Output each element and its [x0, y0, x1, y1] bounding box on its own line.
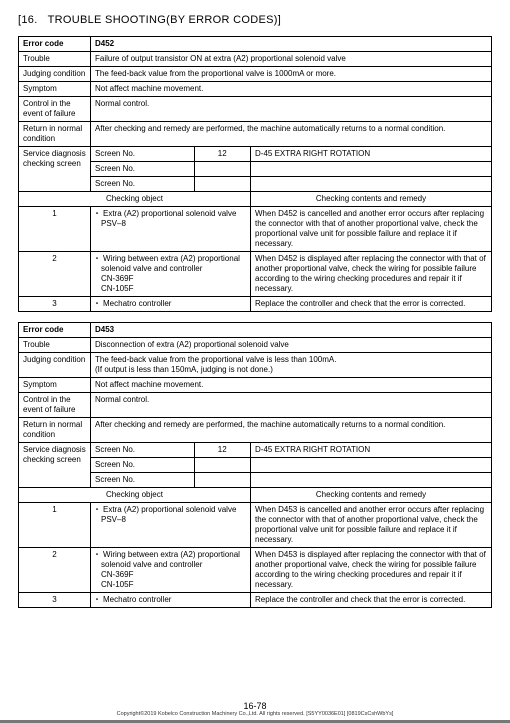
label-return: Return in normal condition: [19, 418, 91, 443]
empty-cell: [251, 162, 492, 177]
value-control: Normal control.: [91, 393, 492, 418]
label-screen-no: Screen No.: [91, 443, 195, 458]
page-footer: 16-78 Copyright©2019 Kobelco Constructio…: [0, 701, 510, 717]
label-control: Control in the event of failure: [19, 97, 91, 122]
empty-cell: [251, 177, 492, 192]
item-idx: 3: [19, 297, 91, 312]
section-title: TROUBLE SHOOTING(BY ERROR CODES): [48, 14, 278, 26]
value-judging: The feed-back value from the proportiona…: [91, 67, 492, 82]
empty-cell: [194, 177, 250, 192]
page-number: 16-78: [0, 701, 510, 711]
item-obj-line: Wiring between extra (A2) proportional s…: [101, 254, 240, 273]
hdr-checking-obj: Checking object: [19, 488, 251, 503]
empty-cell: [251, 458, 492, 473]
empty-cell: [194, 162, 250, 177]
label-screen-no: Screen No.: [91, 147, 195, 162]
value-screen-num: 12: [194, 443, 250, 458]
label-judging: Judging condition: [19, 353, 91, 378]
error-table-d452: Error code D452 Trouble Failure of outpu…: [18, 36, 492, 312]
item-obj-line: Wiring between extra (A2) proportional s…: [101, 550, 240, 569]
label-service: Service diagnosis checking screen: [19, 443, 91, 488]
item-obj-line: PSV–8: [101, 219, 126, 228]
value-return: After checking and remedy are performed,…: [91, 418, 492, 443]
section-num: 16.: [21, 14, 37, 26]
label-judging: Judging condition: [19, 67, 91, 82]
label-return: Return in normal condition: [19, 122, 91, 147]
item-obj-line: PSV–8: [101, 515, 126, 524]
item-obj-line: Mechatro controller: [103, 299, 171, 308]
label-screen-no: Screen No.: [91, 177, 195, 192]
label-control: Control in the event of failure: [19, 393, 91, 418]
empty-cell: [194, 473, 250, 488]
item-obj-line: CN-369F: [101, 570, 133, 579]
item-obj-line: Extra (A2) proportional solenoid valve: [103, 209, 236, 218]
item-obj: Extra (A2) proportional solenoid valvePS…: [91, 503, 251, 548]
error-table-d453: Error code D453 Trouble Disconnection of…: [18, 322, 492, 608]
label-screen-no: Screen No.: [91, 458, 195, 473]
copyright-text: Copyright©2019 Kobelco Construction Mach…: [0, 711, 510, 717]
item-remedy: Replace the controller and check that th…: [251, 593, 492, 608]
label-error-code: Error code: [19, 323, 91, 338]
value-trouble: Disconnection of extra (A2) proportional…: [91, 338, 492, 353]
item-remedy: When D452 is displayed after replacing t…: [251, 252, 492, 297]
label-symptom: Symptom: [19, 378, 91, 393]
label-screen-no: Screen No.: [91, 162, 195, 177]
value-screen-name: D-45 EXTRA RIGHT ROTATION: [251, 443, 492, 458]
item-remedy: When D453 is displayed after replacing t…: [251, 548, 492, 593]
item-obj-line: Extra (A2) proportional solenoid valve: [103, 505, 236, 514]
item-idx: 1: [19, 503, 91, 548]
label-screen-no: Screen No.: [91, 473, 195, 488]
bracket-close: ]: [278, 14, 281, 26]
item-idx: 2: [19, 548, 91, 593]
item-obj: Mechatro controller: [91, 593, 251, 608]
value-judging: The feed-back value from the proportiona…: [91, 353, 492, 378]
value-error-code: D452: [91, 37, 492, 52]
label-symptom: Symptom: [19, 82, 91, 97]
hdr-checking-rem: Checking contents and remedy: [251, 488, 492, 503]
hdr-checking-obj: Checking object: [19, 192, 251, 207]
value-error-code: D453: [91, 323, 492, 338]
item-obj-line: CN-105F: [101, 580, 133, 589]
value-screen-name: D-45 EXTRA RIGHT ROTATION: [251, 147, 492, 162]
item-idx: 3: [19, 593, 91, 608]
item-obj: Wiring between extra (A2) proportional s…: [91, 252, 251, 297]
item-obj: Mechatro controller: [91, 297, 251, 312]
label-trouble: Trouble: [19, 338, 91, 353]
label-service: Service diagnosis checking screen: [19, 147, 91, 192]
value-return: After checking and remedy are performed,…: [91, 122, 492, 147]
empty-cell: [194, 458, 250, 473]
item-obj: Wiring between extra (A2) proportional s…: [91, 548, 251, 593]
item-obj: Extra (A2) proportional solenoid valvePS…: [91, 207, 251, 252]
value-trouble: Failure of output transistor ON at extra…: [91, 52, 492, 67]
item-remedy: When D452 is cancelled and another error…: [251, 207, 492, 252]
item-obj-line: CN-369F: [101, 274, 133, 283]
item-idx: 2: [19, 252, 91, 297]
section-header: [16. TROUBLE SHOOTING(BY ERROR CODES)]: [18, 14, 492, 26]
label-error-code: Error code: [19, 37, 91, 52]
item-remedy: Replace the controller and check that th…: [251, 297, 492, 312]
label-trouble: Trouble: [19, 52, 91, 67]
value-symptom: Not affect machine movement.: [91, 378, 492, 393]
item-obj-line: Mechatro controller: [103, 595, 171, 604]
value-screen-num: 12: [194, 147, 250, 162]
value-symptom: Not affect machine movement.: [91, 82, 492, 97]
value-control: Normal control.: [91, 97, 492, 122]
item-remedy: When D453 is cancelled and another error…: [251, 503, 492, 548]
item-idx: 1: [19, 207, 91, 252]
item-obj-line: CN-105F: [101, 284, 133, 293]
hdr-checking-rem: Checking contents and remedy: [251, 192, 492, 207]
empty-cell: [251, 473, 492, 488]
